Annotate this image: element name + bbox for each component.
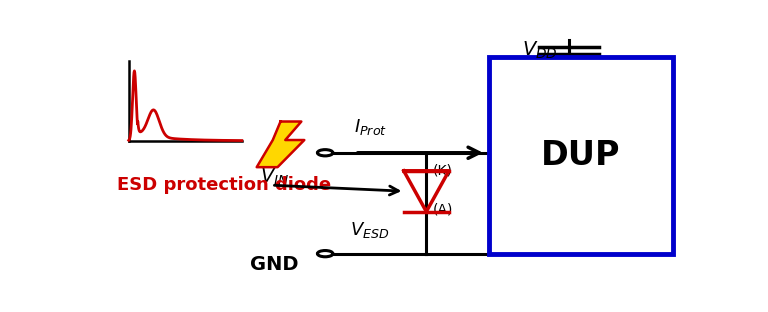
Text: ESD protection diode: ESD protection diode — [117, 176, 331, 194]
Polygon shape — [257, 122, 304, 167]
Circle shape — [317, 251, 333, 257]
Circle shape — [317, 150, 333, 156]
Text: GND: GND — [250, 255, 299, 274]
Text: DUP: DUP — [541, 139, 621, 172]
Bar — [489, 57, 674, 254]
Text: (K): (K) — [432, 164, 452, 178]
Text: $V_{DD}$: $V_{DD}$ — [521, 40, 558, 61]
Text: (A): (A) — [432, 202, 452, 216]
Text: $V_{IN}$: $V_{IN}$ — [260, 167, 290, 188]
Text: $V_{ESD}$: $V_{ESD}$ — [350, 220, 389, 240]
Text: $I_{Prot}$: $I_{Prot}$ — [354, 117, 388, 137]
